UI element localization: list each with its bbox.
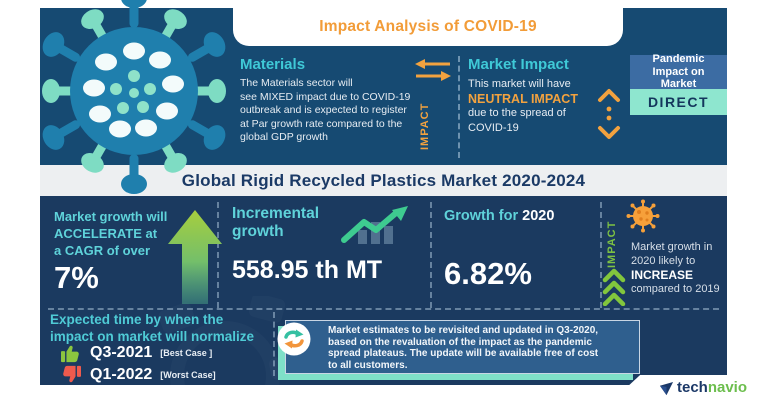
growth-2020-value: 6.82% — [444, 256, 532, 291]
dashed-divider — [430, 202, 432, 308]
impact-vertical-label: IMPACT — [419, 102, 431, 150]
technavio-logo: technavio — [612, 375, 768, 401]
cagr-line: Market growth will — [54, 209, 168, 224]
growth-2020-prefix: Growth for — [444, 208, 519, 224]
dashed-divider — [600, 202, 602, 308]
dashed-divider — [217, 202, 219, 308]
cagr-line: ACCELERATE at — [54, 226, 158, 241]
note-line: based on the revaluation of the impact a… — [328, 336, 592, 348]
note-line: Market estimates to be revisited and upd… — [328, 325, 599, 336]
normalize-line: impact on market will normalize — [50, 328, 255, 344]
note-box — [285, 320, 640, 374]
virus-illustration-panel — [40, 0, 230, 194]
normalize-heading: Expected time by when the impact on mark… — [50, 312, 254, 345]
materials-line: outbreak and is expected to register — [240, 104, 407, 116]
worst-case-row: Q1-2022 [Worst Case] — [60, 365, 216, 385]
thumbs-down-icon — [63, 365, 81, 383]
banner: Impact Analysis of COVID-19 — [233, 8, 623, 46]
incremental-growth-value: 558.95 th MT — [232, 256, 383, 284]
neutral-impact-highlight: NEUTRAL IMPACT — [468, 91, 578, 106]
coronavirus-icon — [42, 0, 226, 194]
cagr-text: Market growth will ACCELERATE at a CAGR … — [54, 208, 167, 259]
outlook-text: Market growth in 2020 likely to INCREASE… — [631, 240, 720, 296]
materials-line: at Par growth rate compared to the — [240, 117, 403, 130]
incremental-line: Incremental — [232, 205, 320, 222]
thumbs-up-icon — [61, 345, 79, 363]
note-text: Market estimates to be revisited and upd… — [328, 325, 638, 371]
market-impact-line: COVID-19 — [468, 121, 519, 134]
dashed-divider — [273, 312, 275, 376]
worst-case-label: [Worst Case] — [160, 370, 216, 380]
cagr-value: 7% — [54, 260, 99, 295]
pandemic-impact-label: Pandemic Impact on Market — [630, 53, 727, 90]
impact-vertical-label-green: IMPACT — [606, 220, 618, 268]
materials-line: The Materials sector will — [240, 77, 353, 89]
brand-prefix: tech — [676, 379, 708, 396]
best-case-value: Q3-2021 — [90, 344, 153, 361]
cagr-line: a CAGR of over — [54, 243, 151, 258]
materials-body: The Materials sector will see MIXED impa… — [240, 77, 450, 145]
note-line: to all customers. — [328, 359, 408, 371]
outlook-highlight: INCREASE — [631, 268, 694, 282]
best-case-label: [Best Case ] — [160, 348, 213, 358]
growth-2020-label: Growth for 2020 — [444, 208, 554, 224]
outlook-line: compared to 2019 — [631, 283, 720, 295]
materials-heading: Materials — [240, 56, 306, 73]
market-impact-heading: Market Impact — [468, 56, 569, 73]
market-impact-line: due to the spread of — [468, 107, 566, 119]
technavio-triangle-icon — [659, 381, 674, 395]
normalize-line: Expected time by when the — [50, 312, 224, 327]
market-impact-line: This market will have — [468, 78, 571, 90]
market-title-band: Global Rigid Recycled Plastics Market 20… — [40, 165, 727, 196]
refresh-icon — [277, 322, 311, 361]
stats-section: Market growth will ACCELERATE at a CAGR … — [40, 196, 727, 385]
left-right-arrows-icon — [414, 58, 452, 87]
triple-chevron-up-icon — [602, 268, 626, 311]
best-case-row: Q3-2021 [Best Case ] — [60, 343, 212, 363]
pandemic-impact-value: DIRECT — [630, 89, 727, 115]
dashed-divider — [48, 308, 719, 310]
incremental-growth-heading: Incremental growth — [232, 205, 319, 241]
incremental-line: growth — [232, 223, 284, 240]
market-title: Global Rigid Recycled Plastics Market 20… — [181, 170, 586, 190]
growth-up-arrow-icon — [166, 210, 224, 309]
dashed-divider — [458, 56, 460, 158]
brand-suffix: navio — [707, 379, 748, 396]
worst-case-value: Q1-2022 — [90, 366, 153, 383]
outlook-line: 2020 likely to — [631, 255, 696, 267]
trend-up-chart-icon — [340, 204, 412, 251]
banner-title: Impact Analysis of COVID-19 — [319, 18, 537, 35]
materials-line: see MIXED impact due to COVID-19 — [240, 90, 411, 103]
virus-mini-icon — [625, 198, 661, 239]
up-down-arrows-icon — [596, 88, 622, 145]
materials-line: global GDP growth — [240, 131, 328, 143]
outlook-line: Market growth in — [631, 241, 713, 253]
note-line: spread plateaus. The update will be avai… — [328, 348, 599, 359]
growth-2020-year: 2020 — [522, 208, 555, 224]
footer-strip — [0, 385, 768, 401]
market-impact-body: This market will have NEUTRAL IMPACT due… — [468, 77, 578, 135]
